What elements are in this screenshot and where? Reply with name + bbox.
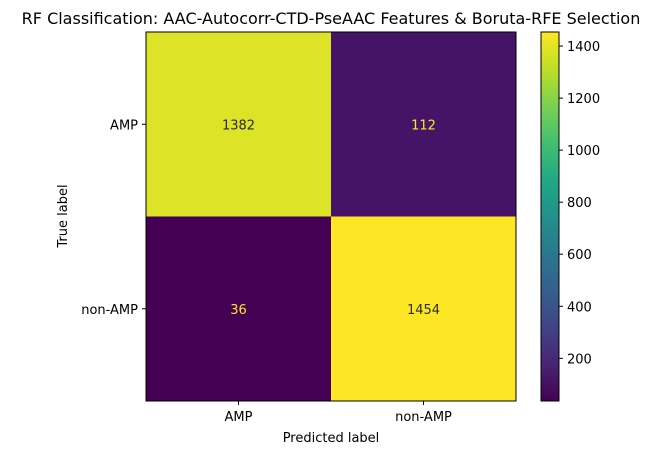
colorbar-tick-label: 1400 (567, 40, 600, 55)
colorbar-tick-label: 800 (567, 196, 592, 211)
colorbar (540, 31, 560, 402)
cell-value-label: 1454 (407, 303, 440, 318)
cell-value-label: 36 (230, 303, 247, 318)
x-tick-label: AMP (225, 410, 253, 425)
heatmap-cell (146, 216, 332, 402)
colorbar-tick-label: 400 (567, 300, 592, 315)
plot-frame (145, 31, 517, 402)
colorbar-axis: 200 400 600 800 1000 1200 1400 (559, 40, 600, 367)
colorbar-tick-label: 600 (567, 248, 592, 263)
x-axis: AMP non-AMP (225, 401, 452, 425)
colorbar-tick-label: 1000 (567, 144, 600, 159)
heatmap-cell (331, 216, 517, 402)
y-tick-label: AMP (110, 118, 138, 133)
y-axis: AMP non-AMP (81, 118, 146, 318)
heatmap-cell (331, 32, 517, 217)
x-axis-label: Predicted label (283, 431, 380, 446)
heatmap-cells: 1382 112 36 1454 (146, 32, 517, 402)
chart-title: RF Classification: AAC-Autocorr-CTD-PseA… (22, 9, 641, 28)
y-axis-label: True label (56, 184, 71, 248)
colorbar-tick-label: 200 (567, 352, 592, 367)
cell-value-label: 112 (411, 118, 436, 133)
x-tick-label: non-AMP (395, 410, 452, 425)
colorbar-tick-label: 1200 (567, 92, 600, 107)
heatmap-cell (146, 32, 332, 217)
cell-value-label: 1382 (222, 118, 255, 133)
y-tick-label: non-AMP (81, 303, 138, 318)
